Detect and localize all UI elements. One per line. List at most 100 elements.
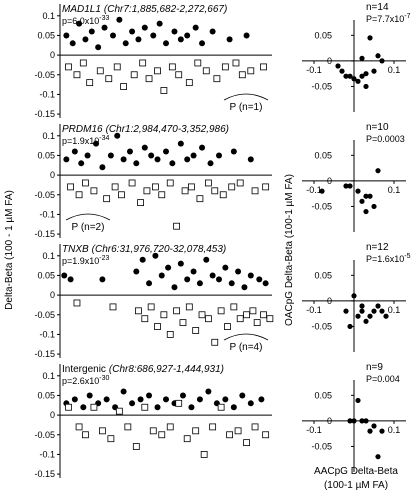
stat-exponent: -30 — [99, 375, 109, 382]
bracket — [223, 93, 269, 101]
stat-text: P=0.0003 — [366, 134, 405, 144]
open-point — [188, 183, 195, 191]
filled-point — [133, 268, 140, 275]
open-point — [154, 67, 161, 75]
open-point — [130, 71, 138, 79]
open-point — [128, 179, 136, 187]
open-point — [194, 59, 202, 67]
n-label: n=10 — [366, 122, 389, 133]
filled-point — [343, 183, 349, 189]
filled-point — [243, 32, 250, 39]
y-tick-label: 0.05 — [37, 30, 55, 40]
open-point — [209, 423, 217, 431]
filled-point — [146, 280, 153, 287]
open-point — [96, 67, 104, 75]
open-point — [192, 327, 200, 334]
open-point — [217, 403, 225, 411]
filled-point — [82, 36, 89, 43]
filled-point — [150, 32, 157, 39]
open-point — [166, 179, 174, 187]
y-tick-label: 0 — [327, 56, 332, 66]
open-point — [260, 63, 267, 71]
y-tick-label: -0.05 — [311, 441, 332, 451]
filled-point — [247, 272, 254, 279]
open-point — [90, 403, 98, 411]
open-point — [236, 315, 244, 323]
open-point — [249, 307, 257, 315]
open-point — [262, 431, 270, 439]
filled-point — [375, 303, 381, 309]
open-point — [175, 71, 183, 79]
filled-point — [339, 68, 345, 74]
filled-point — [169, 160, 176, 167]
filled-point — [216, 276, 222, 283]
stat-exponent: -23 — [99, 255, 109, 262]
y-tick-label: 0 — [50, 50, 55, 60]
open-point — [253, 319, 261, 327]
filled-point — [163, 40, 169, 47]
x-axis-label: AACpG Delta-Beta — [314, 466, 398, 477]
stat-exponent: -7 — [404, 13, 410, 20]
y-tick-label: 0.05 — [314, 270, 332, 280]
open-point — [198, 311, 206, 319]
filled-point — [347, 418, 353, 424]
y-tick-label: 0.05 — [37, 390, 55, 400]
filled-point — [84, 152, 91, 159]
filled-point — [371, 423, 377, 429]
y-tick-label: -0.15 — [34, 469, 55, 479]
open-point — [67, 183, 74, 191]
open-point — [75, 191, 83, 199]
filled-point — [383, 313, 389, 319]
filled-point — [190, 152, 197, 159]
open-point — [139, 59, 147, 67]
open-point — [143, 187, 151, 195]
filled-point — [363, 71, 369, 77]
open-point — [251, 423, 259, 431]
filled-point — [351, 76, 357, 82]
y-tick-label: -0.15 — [34, 349, 55, 359]
x-tick-label: -0.1 — [306, 185, 322, 195]
filled-point — [133, 160, 140, 167]
open-point — [219, 191, 227, 199]
filled-point — [235, 268, 242, 275]
gene-name: MAD1L1 — [62, 4, 101, 15]
filled-point — [247, 156, 254, 163]
filled-point — [141, 24, 148, 31]
open-point — [158, 191, 166, 199]
filled-point — [137, 396, 144, 403]
x-tick-label: 0.1 — [388, 305, 401, 315]
filled-point — [375, 53, 381, 59]
filled-point — [359, 198, 365, 204]
open-point — [103, 195, 111, 203]
open-point — [262, 183, 270, 191]
filled-point — [196, 396, 203, 403]
stat-label: P=0.004 — [366, 374, 400, 384]
filled-point — [379, 58, 385, 64]
open-point — [228, 183, 236, 191]
filled-point — [363, 418, 369, 424]
open-point — [260, 311, 267, 319]
filled-point — [63, 156, 70, 163]
y-tick-label: 0.05 — [37, 150, 55, 160]
filled-point — [88, 28, 95, 35]
open-point — [181, 187, 189, 195]
open-point — [75, 423, 83, 431]
filled-point — [148, 152, 155, 159]
filled-point — [146, 392, 153, 399]
stat-label: p=1.9x10-34 — [62, 135, 110, 146]
filled-point — [226, 36, 233, 43]
filled-point — [171, 28, 178, 35]
filled-point — [184, 156, 191, 163]
filled-point — [247, 400, 254, 407]
y-tick-label: 0.05 — [314, 150, 332, 160]
stat-label: P=7.7x10-7 — [366, 13, 411, 24]
open-point — [111, 183, 119, 191]
y-tick-label: 0 — [327, 296, 332, 306]
filled-point — [359, 303, 365, 309]
filled-point — [71, 148, 78, 155]
filled-point — [69, 40, 76, 47]
y-tick-label: -0.1 — [39, 449, 55, 459]
open-point — [166, 423, 174, 431]
y-tick-label: -0.05 — [311, 321, 332, 331]
